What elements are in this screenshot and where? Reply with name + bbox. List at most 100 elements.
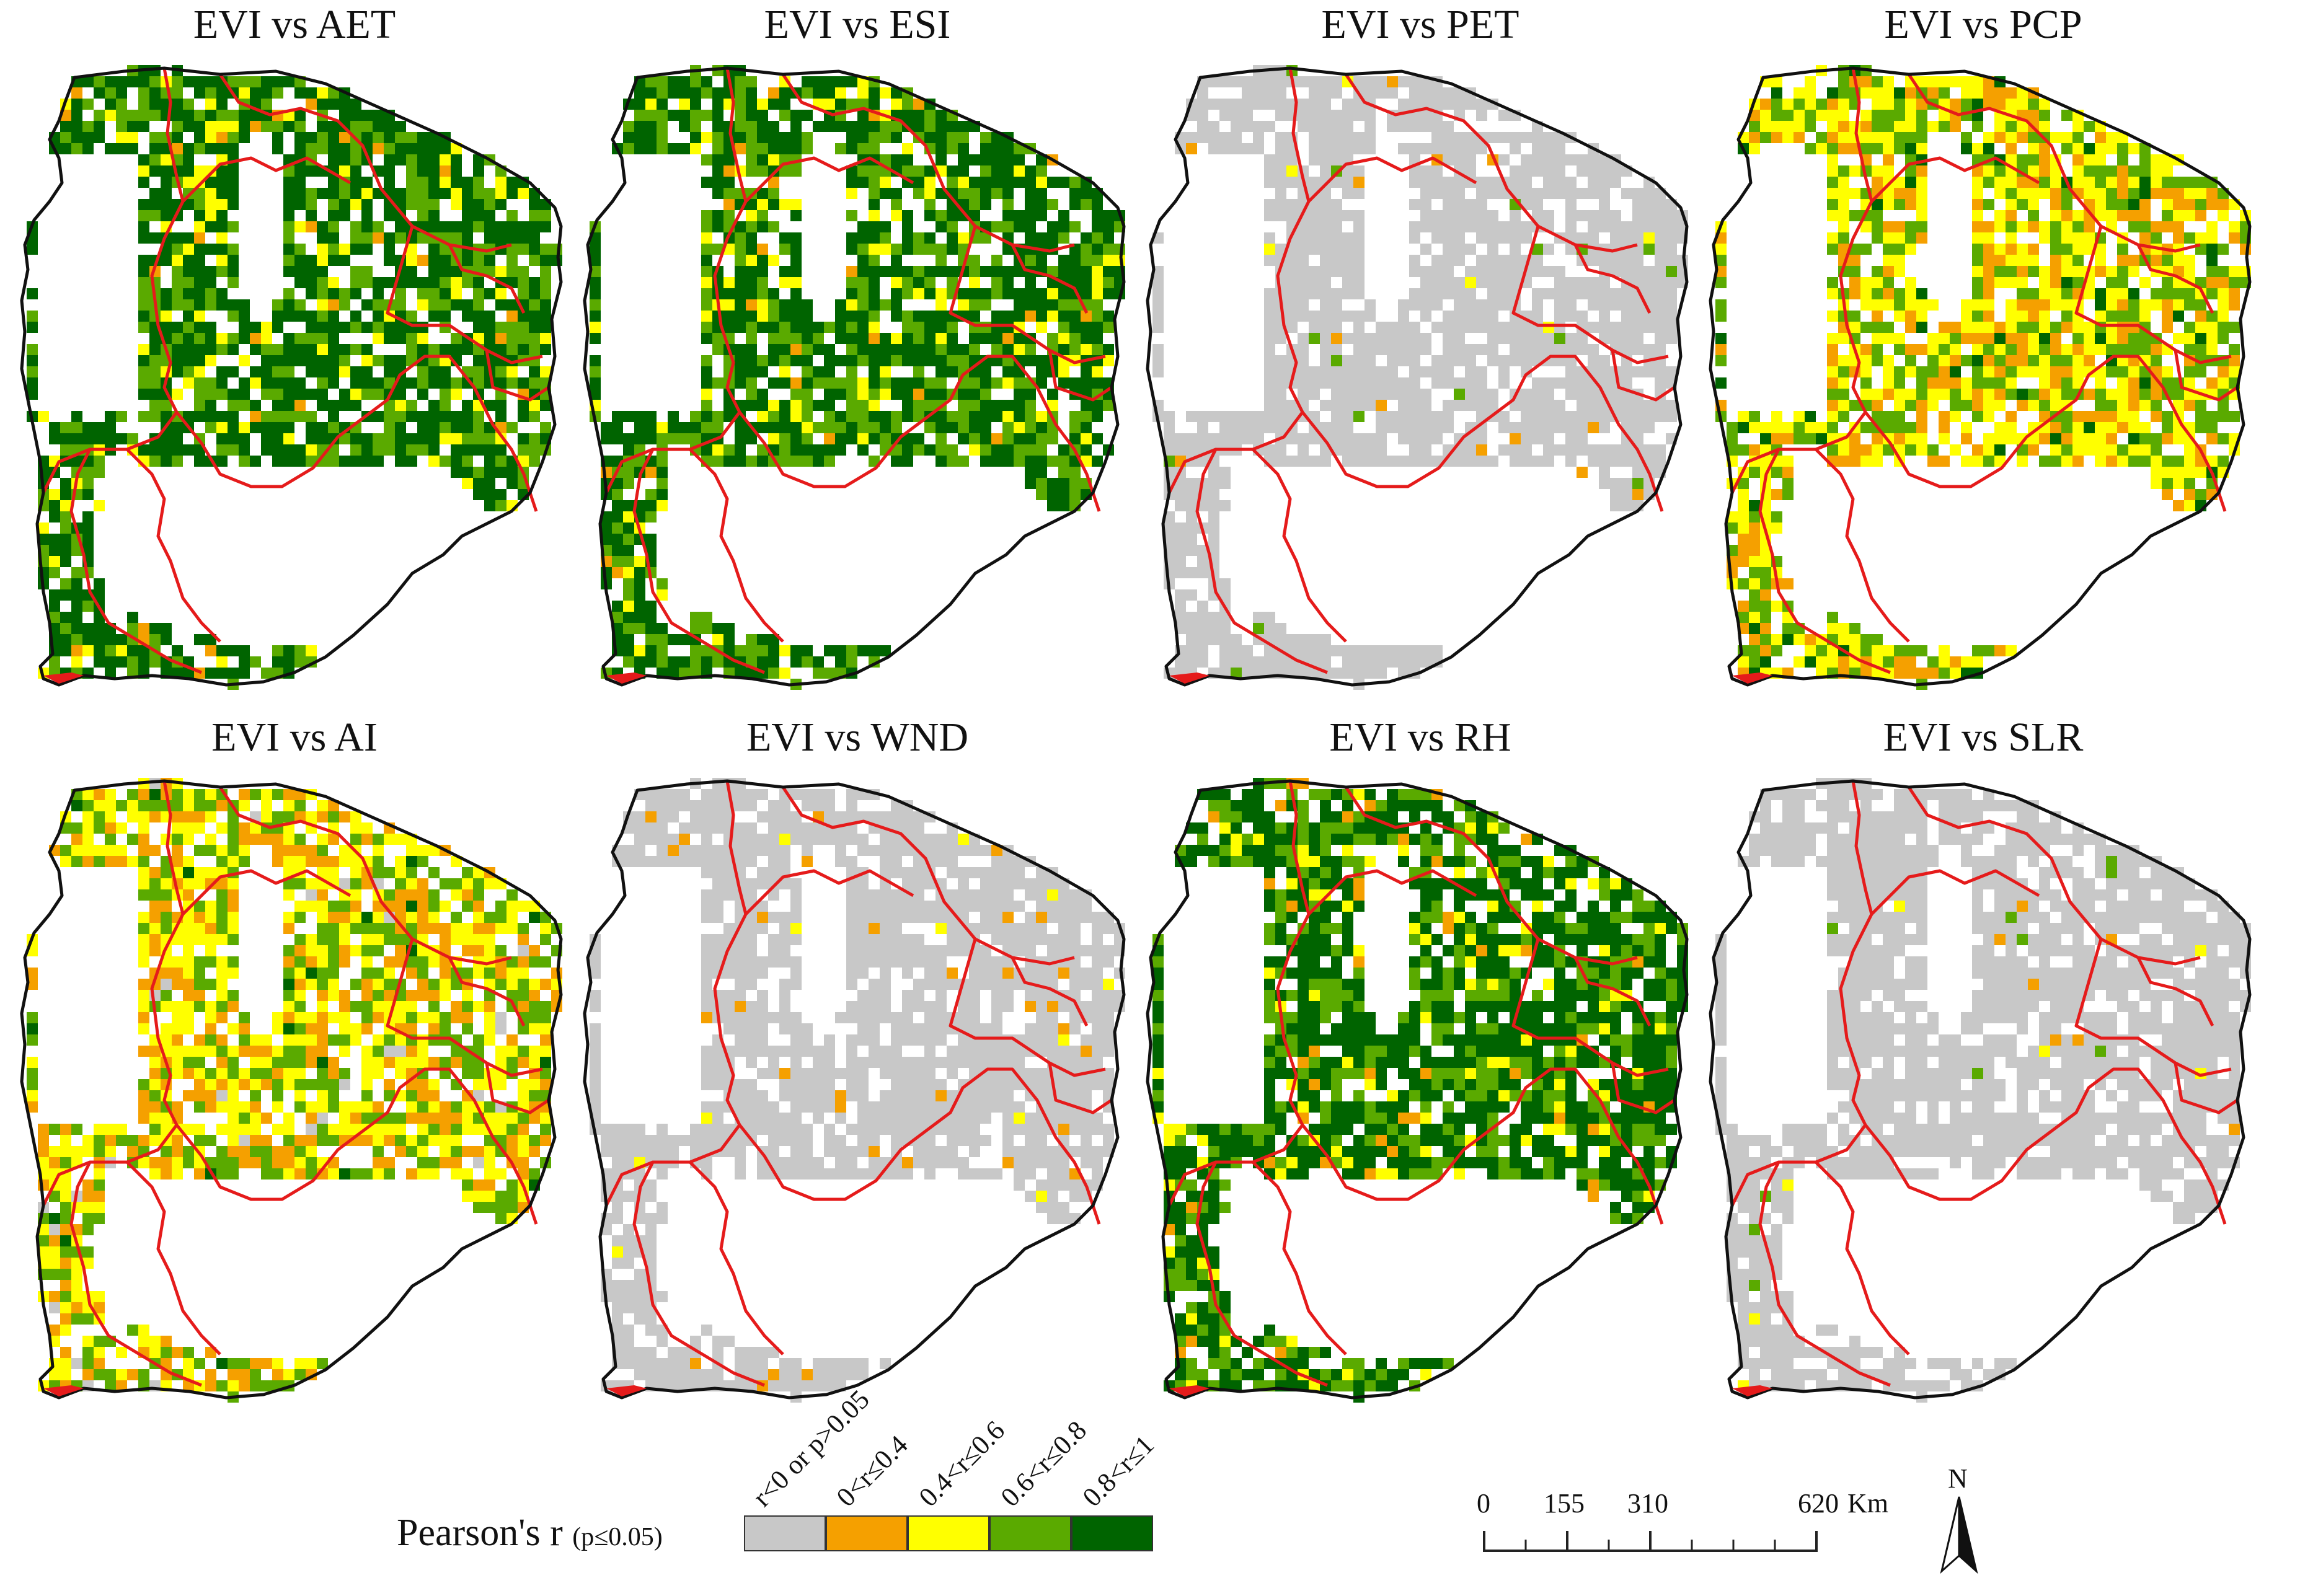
- raster-cell: [82, 623, 94, 634]
- raster-cell: [2039, 344, 2050, 355]
- raster-cell: [350, 400, 361, 411]
- raster-cell: [1092, 333, 1103, 344]
- raster-cell: [2095, 266, 2106, 277]
- raster-cell: [1860, 299, 1872, 311]
- raster-cell: [161, 210, 172, 221]
- raster-cell: [1972, 311, 1983, 322]
- raster-cell: [451, 467, 462, 478]
- raster-cell: [1058, 467, 1069, 478]
- raster-cell: [1002, 366, 1014, 377]
- raster-cell: [1365, 87, 1376, 99]
- raster-cell: [1186, 444, 1197, 456]
- raster-cell: [1387, 366, 1398, 377]
- raster-cell: [1025, 199, 1036, 210]
- raster-cell: [1275, 333, 1286, 344]
- raster-cell: [1175, 656, 1186, 668]
- raster-cell: [1860, 244, 1872, 255]
- raster-cell: [473, 478, 484, 489]
- raster-cell: [149, 456, 161, 467]
- map-panel-aet: EVI vs AET: [15, 0, 573, 713]
- raster-cell: [2106, 132, 2117, 143]
- raster-cell: [94, 110, 105, 121]
- raster-cell: [913, 165, 924, 177]
- raster-cell: [2072, 377, 2084, 389]
- raster-cell: [1365, 645, 1376, 656]
- raster-cell: [94, 121, 105, 132]
- raster-cell: [317, 143, 328, 154]
- raster-cell: [790, 645, 802, 656]
- raster-cell: [1655, 333, 1666, 344]
- raster-cell: [1331, 333, 1342, 344]
- raster-cell: [1465, 288, 1476, 299]
- region-boundary: [1573, 244, 1652, 314]
- raster-cell: [2050, 165, 2061, 177]
- raster-cell: [1253, 132, 1264, 143]
- raster-cell: [484, 467, 495, 478]
- raster-cell: [779, 110, 790, 121]
- southern-tip: [1169, 672, 1210, 684]
- raster-cell: [2151, 165, 2162, 177]
- raster-cell: [2184, 444, 2195, 456]
- raster-cell: [272, 299, 283, 311]
- raster-cell: [239, 377, 250, 389]
- raster-cell: [1872, 143, 1883, 154]
- raster-cell: [1805, 87, 1816, 99]
- raster-cell: [1476, 322, 1487, 333]
- raster-cell: [980, 143, 991, 154]
- raster-cell: [1376, 668, 1387, 679]
- raster-cell: [1827, 333, 1838, 344]
- raster-cell: [294, 143, 306, 154]
- raster-cell: [361, 322, 373, 333]
- raster-cell: [473, 199, 484, 210]
- raster-cell: [1047, 221, 1058, 232]
- raster-cell: [105, 99, 116, 110]
- raster-cell: [451, 433, 462, 444]
- raster-cell: [1253, 143, 1264, 154]
- raster-cell: [1309, 199, 1320, 210]
- raster-cell: [1353, 444, 1365, 456]
- raster-cell: [216, 121, 228, 132]
- raster-cell: [623, 612, 634, 623]
- raster-cell: [1961, 656, 1972, 668]
- raster-cell: [228, 645, 239, 656]
- raster-cell: [746, 143, 757, 154]
- raster-cell: [1002, 433, 1014, 444]
- raster-cell: [1961, 322, 1972, 333]
- raster-cell: [712, 143, 723, 154]
- raster-cell: [645, 143, 657, 154]
- raster-cell: [161, 456, 172, 467]
- raster-cell: [1543, 422, 1554, 433]
- raster-cell: [657, 99, 668, 110]
- raster-cell: [350, 322, 361, 333]
- raster-cell: [1749, 444, 1760, 456]
- raster-cell: [1994, 377, 2006, 389]
- raster-cell: [1621, 288, 1632, 299]
- raster-cell: [205, 288, 216, 299]
- raster-cell: [902, 210, 913, 221]
- raster-cell: [49, 601, 60, 612]
- raster-cell: [205, 132, 216, 143]
- raster-cell: [1309, 277, 1320, 288]
- raster-cell: [1894, 199, 1905, 210]
- raster-cell: [1554, 333, 1565, 344]
- raster-cell: [2072, 143, 2084, 154]
- raster-cell: [183, 177, 194, 188]
- raster-cell: [1632, 188, 1643, 199]
- raster-cell: [2072, 165, 2084, 177]
- raster-cell: [835, 422, 846, 433]
- raster-cell: [857, 266, 869, 277]
- raster-cell: [590, 277, 601, 288]
- raster-cell: [1331, 266, 1342, 277]
- raster-cell: [205, 177, 216, 188]
- raster-cell: [1972, 177, 1983, 188]
- raster-cell: [790, 444, 802, 456]
- raster-cell: [1860, 456, 1872, 467]
- raster-cell: [835, 377, 846, 389]
- raster-cell: [869, 87, 880, 99]
- raster-cell: [1883, 645, 1894, 656]
- raster-cell: [813, 668, 824, 679]
- raster-cell: [1431, 366, 1443, 377]
- raster-cell: [1610, 255, 1621, 266]
- raster-cell: [2095, 154, 2106, 165]
- raster-cell: [194, 333, 205, 344]
